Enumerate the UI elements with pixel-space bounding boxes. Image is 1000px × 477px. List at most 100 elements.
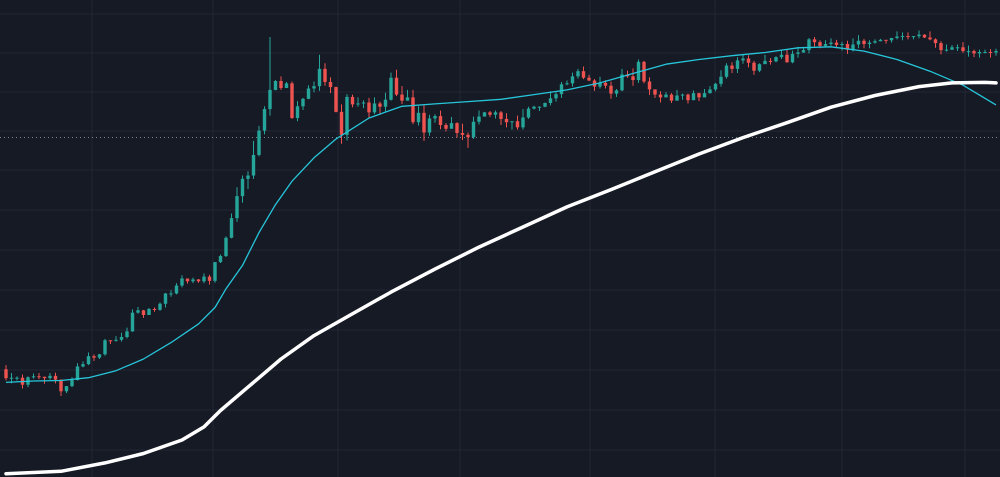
candle [713,82,718,92]
candle-body-up [218,256,223,263]
candle [504,113,509,128]
candle [411,89,415,125]
candle-body-up [851,44,855,50]
candle [48,373,52,380]
candle [708,86,712,94]
candle [339,104,344,144]
candle [152,307,157,312]
candle-body-down [686,94,690,101]
candle-body-down [4,369,8,379]
candle [559,81,564,98]
candle-body-up [125,331,129,338]
candle-body-down [988,51,993,53]
candle-body-up [554,94,558,99]
candle-body-up [416,112,421,123]
candle-body-down [515,121,520,128]
candle [81,361,85,368]
candle [752,60,756,75]
candle-body-up [757,64,762,71]
candle-body-down [367,102,371,113]
candle [136,307,140,314]
candle [317,54,322,91]
candle [394,69,399,96]
candle [268,37,272,116]
candle [834,39,839,49]
candle-body-down [581,71,586,78]
slow-moving-average-line [4,80,998,476]
candle [768,58,773,65]
candle [92,354,96,361]
candle-body-up [526,108,531,118]
candle-body-up [163,293,168,304]
candle-body-down [207,276,212,281]
candle-body-up [994,51,998,53]
candle [785,49,789,63]
candle [609,81,613,99]
candle-body-up [719,76,723,84]
candle [163,293,168,308]
candle-body-up [471,121,476,138]
candle [427,114,432,136]
candle [213,262,217,283]
candle-body-up [917,34,921,37]
candle [972,49,976,58]
candle-body-down [422,112,426,133]
candle [900,32,905,41]
candle-body-up [251,154,256,176]
candle-body-up [240,178,245,197]
candle-body-down [499,112,503,119]
candle [724,63,729,79]
candle [823,40,828,47]
candle [361,100,366,109]
candle-body-up [482,112,487,117]
candle [581,66,586,80]
candle [614,88,619,97]
candle [994,48,998,56]
candle-body-up [664,94,668,98]
candle-body-down [642,61,646,82]
candle-body-down [669,94,674,101]
candle-body-down [334,87,338,112]
candle-body-up [950,47,954,50]
candle-body-up [257,130,261,155]
candle-body-up [169,293,173,295]
candle [653,89,657,98]
candle [196,278,201,283]
candle [730,62,734,74]
candle-body-up [537,106,542,108]
candle [928,31,932,41]
candle [191,277,195,284]
candle-body-up [405,97,410,101]
candle [279,76,283,90]
candle [251,140,256,179]
candle-body-up [977,51,982,54]
candle [845,40,850,54]
candle [31,373,36,379]
candle [400,86,404,104]
candle-body-down [653,89,657,95]
candle-body-up [614,90,619,94]
candle [917,30,921,39]
candle-body-down [92,356,96,358]
candle-body-up [75,366,80,381]
candle-body-up [224,237,228,257]
candle [983,49,987,54]
candle-body-up [64,386,69,392]
candle [372,97,377,115]
candle-body-up [433,116,437,119]
candle-body-down [350,96,355,105]
candle [697,92,701,102]
candle-body-down [455,123,459,133]
candle-body-up [9,377,14,379]
candle [59,379,63,396]
candle-body-down [37,376,41,378]
candle [466,132,470,148]
candle-body-up [944,49,949,51]
candle [477,110,481,125]
candle-body-up [70,380,74,387]
candle-body-up [389,77,393,100]
candle [873,39,877,44]
candle-body-down [812,39,817,43]
